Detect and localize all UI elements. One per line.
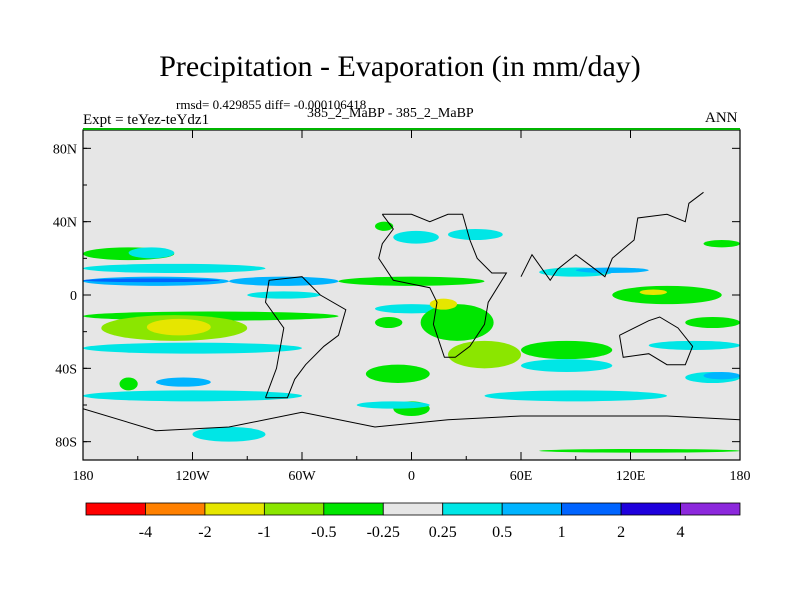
coastline <box>83 408 740 432</box>
colorbar-swatch <box>680 502 741 516</box>
colorbar-swatch <box>323 502 384 516</box>
y-tick-label: 40S <box>55 362 77 377</box>
colorbar-label: 2 <box>617 524 625 541</box>
contour-region <box>146 318 211 336</box>
contour-region <box>448 340 521 369</box>
contour-region <box>448 229 503 240</box>
contour-region <box>429 298 458 310</box>
coastline <box>619 316 694 366</box>
contour-region <box>156 377 211 387</box>
colorbar-swatch <box>620 502 681 516</box>
y-tick-label: 80S <box>55 436 77 451</box>
contour-region <box>539 449 740 453</box>
colorbar-swatch <box>145 502 206 516</box>
experiment-label: Expt = teYez-teYdz1 <box>83 112 210 128</box>
x-tick-label: 60W <box>288 469 316 484</box>
contour-region <box>338 276 485 286</box>
colorbar-label: 0.5 <box>492 524 512 541</box>
contour-region <box>83 342 302 354</box>
contour-region <box>703 372 740 380</box>
contour-region <box>192 427 266 442</box>
contour-region <box>639 289 667 295</box>
colorbar-swatch <box>501 502 563 516</box>
contour-region <box>128 247 175 259</box>
rmsd-diff-stats: rmsd= 0.429855 diff= -0.000106418 <box>176 97 367 112</box>
y-tick-label: 40N <box>53 216 77 231</box>
colorbar-label: 0.25 <box>429 524 457 541</box>
colorbar-swatch <box>204 502 265 516</box>
contour-region <box>521 340 613 360</box>
contour-region <box>484 390 667 402</box>
contour-region <box>685 317 740 328</box>
colorbar-label: -0.25 <box>367 524 400 541</box>
contour-region <box>83 390 302 402</box>
coastline <box>378 213 508 358</box>
colorbar-swatch <box>85 502 146 516</box>
season-label: ANN <box>705 110 738 126</box>
contour-region <box>648 340 740 350</box>
colorbar-swatch <box>442 502 503 516</box>
colorbar-label: -2 <box>198 524 211 541</box>
x-tick-label: 60E <box>510 469 533 484</box>
x-tick-label: 0 <box>408 469 415 484</box>
contour-region <box>247 291 321 299</box>
contour-region <box>612 285 722 305</box>
contour-region <box>575 267 649 273</box>
contour-region <box>521 359 613 373</box>
colorbar-swatch <box>263 502 325 516</box>
y-tick-label: 80N <box>53 142 77 157</box>
contour-region <box>703 240 740 248</box>
contour-region <box>229 276 339 286</box>
colorbar-label: 4 <box>677 524 685 541</box>
contour-region <box>365 364 430 384</box>
contour-region <box>83 263 266 273</box>
x-tick-label: 180 <box>730 469 751 484</box>
experiment-subtitle: 385_2_MaBP - 385_2_MaBP <box>307 106 474 121</box>
colorbar-swatch <box>561 502 622 516</box>
colorbar-label: -0.5 <box>311 524 336 541</box>
colorbar-swatch <box>382 502 444 516</box>
colorbar-label: 1 <box>558 524 566 541</box>
contour-region <box>83 278 220 283</box>
contour-region <box>393 230 439 244</box>
colorbar-label: -4 <box>139 524 152 541</box>
contour-region <box>356 401 430 409</box>
x-tick-label: 180 <box>73 469 94 484</box>
contour-region <box>375 221 394 231</box>
coastline <box>264 276 347 399</box>
contour-region <box>119 377 138 391</box>
contour-region <box>420 304 494 341</box>
coastline <box>520 191 704 282</box>
contour-region <box>375 317 403 328</box>
x-tick-label: 120E <box>616 469 646 484</box>
x-tick-label: 120W <box>175 469 210 484</box>
y-tick-label: 0 <box>70 289 77 304</box>
chart-title: Precipitation - Evaporation (in mm/day) <box>159 50 641 83</box>
colorbar-label: -1 <box>258 524 271 541</box>
